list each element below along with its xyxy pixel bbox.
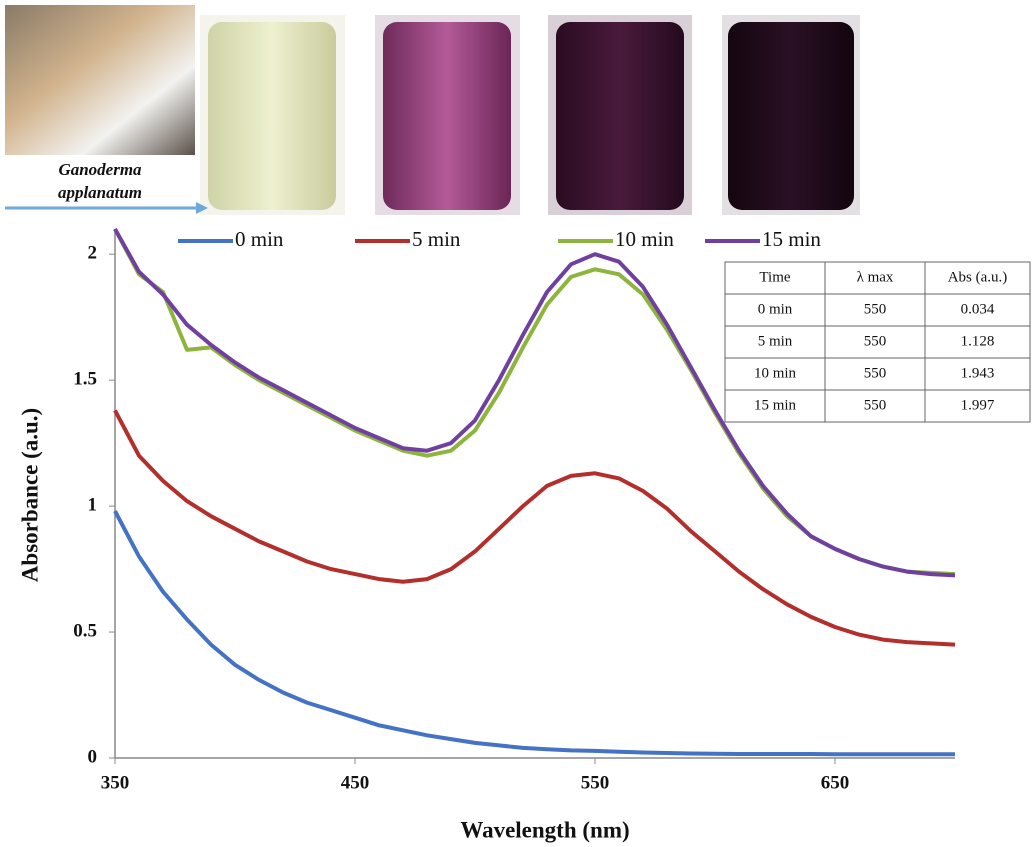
y-tick-label: 1 xyxy=(88,494,98,515)
table-cell: 550 xyxy=(864,333,887,349)
vial xyxy=(728,22,854,210)
table-cell: 550 xyxy=(864,301,887,317)
legend-label: 0 min xyxy=(235,227,284,251)
x-tick-label: 450 xyxy=(341,772,370,793)
y-tick-label: 0 xyxy=(88,746,98,767)
table-cell: 5 min xyxy=(758,333,793,349)
mushroom-photo xyxy=(5,5,195,155)
legend-label: 15 min xyxy=(762,227,821,251)
legend-label: 5 min xyxy=(412,227,461,251)
vial xyxy=(556,22,684,210)
y-tick-label: 0.5 xyxy=(73,620,97,641)
table-cell: 0 min xyxy=(758,301,793,317)
table-cell: 1.943 xyxy=(961,365,995,381)
table-cell: 1.128 xyxy=(961,333,995,349)
table-cell: 10 min xyxy=(754,365,797,381)
plot: 0 0.5 1 1.5 2 350 450 550 650 0 min 5 min 10 min 15 … xyxy=(73,227,1030,794)
table-cell: 550 xyxy=(864,365,887,381)
figure: Ganoderma applanatum Wavelength (nm) Abs… xyxy=(0,0,1032,847)
caption: Ganoderma xyxy=(58,160,142,179)
table-header: Time xyxy=(759,269,790,285)
vial xyxy=(383,22,511,210)
table-header: λ max xyxy=(857,269,894,285)
vial xyxy=(208,22,336,210)
table-cell: 15 min xyxy=(754,397,797,413)
x-tick-label: 550 xyxy=(581,772,610,793)
y-tick-label: 2 xyxy=(88,243,98,264)
y-axis-label: Absorbance (a.u.) xyxy=(17,408,42,582)
caption: applanatum xyxy=(58,183,142,202)
x-tick-label: 650 xyxy=(821,772,850,793)
table-cell: 0.034 xyxy=(961,301,995,317)
legend-label: 10 min xyxy=(615,227,674,251)
y-tick-label: 1.5 xyxy=(73,369,97,390)
table-header: Abs (a.u.) xyxy=(948,269,1008,285)
x-axis-label: Wavelength (nm) xyxy=(460,817,629,842)
series-line xyxy=(115,410,955,644)
table-cell: 550 xyxy=(864,397,887,413)
table-cell: 1.997 xyxy=(961,397,995,413)
x-tick-label: 350 xyxy=(101,772,130,793)
